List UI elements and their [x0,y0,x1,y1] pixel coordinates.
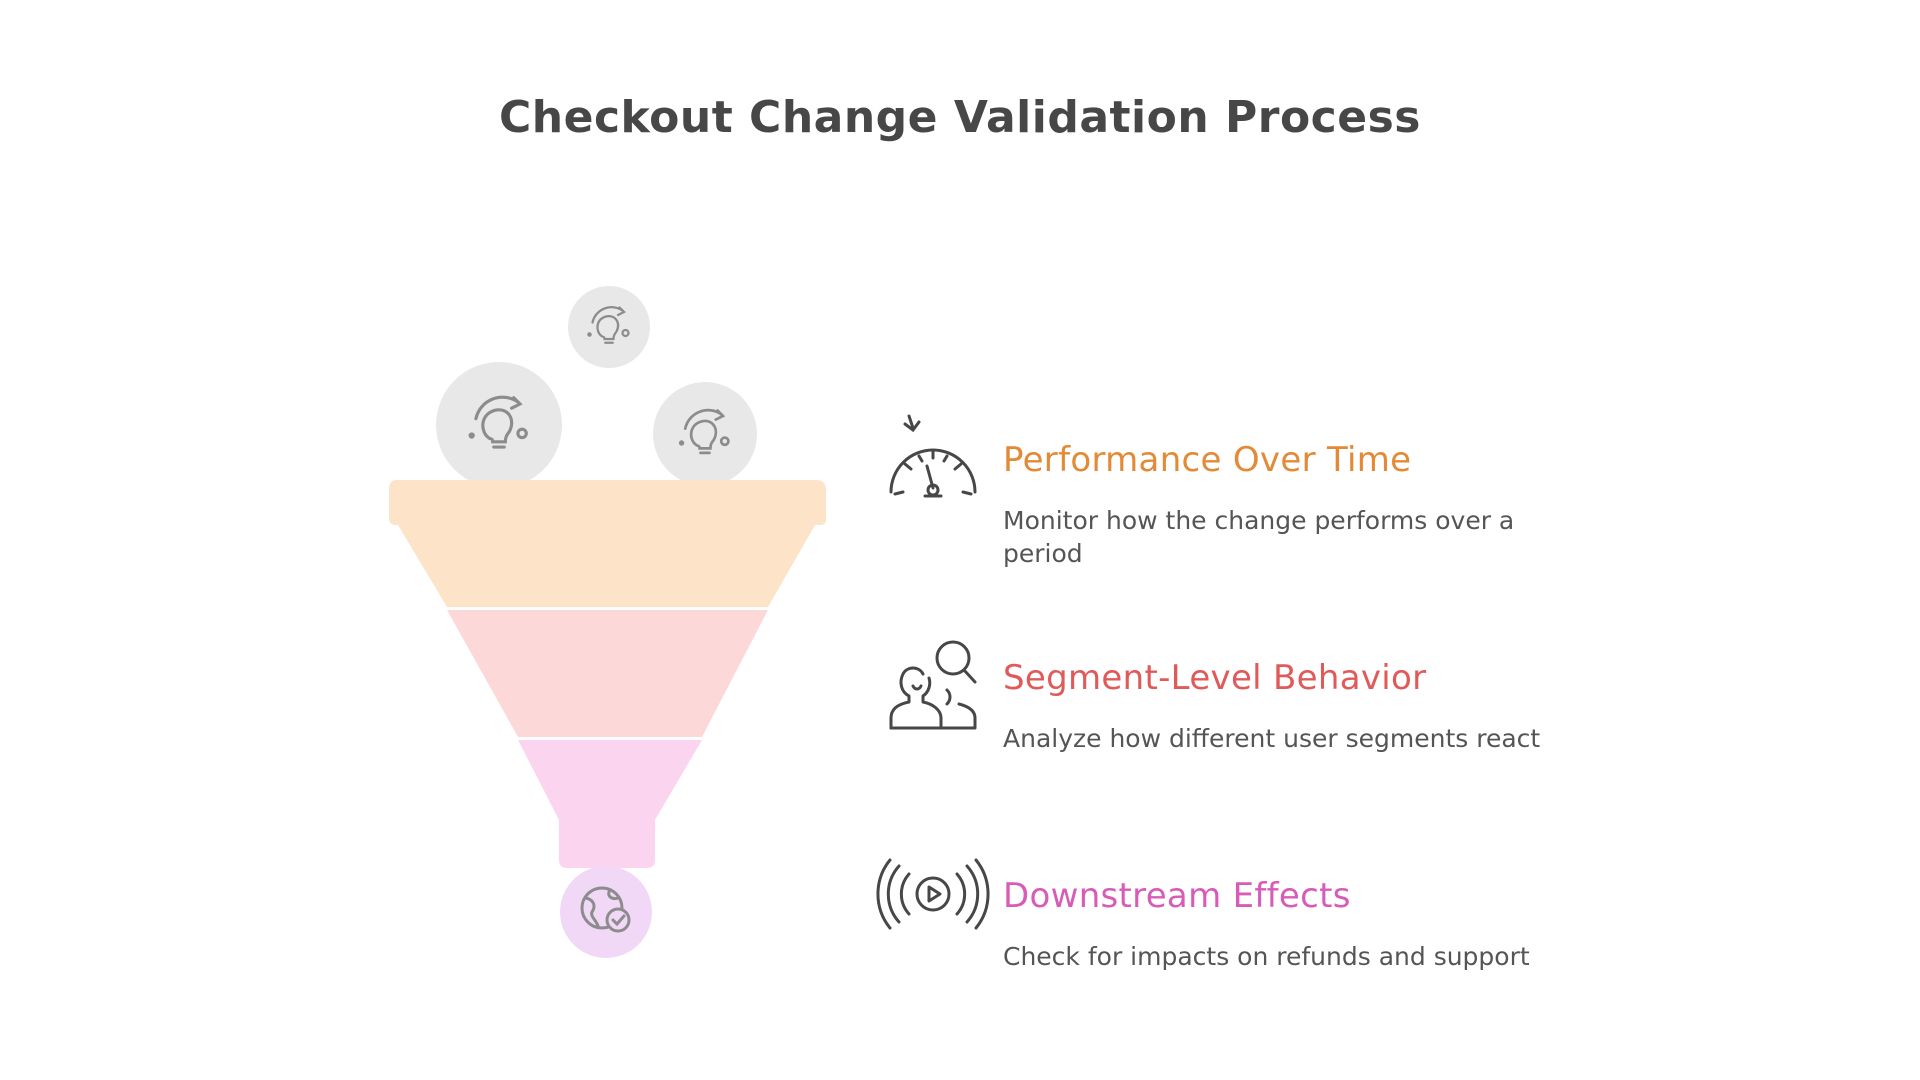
funnel-section-middle [447,610,768,737]
input-bubble-small [568,286,650,368]
step-title-downstream: Downstream Effects [1003,876,1351,916]
step-desc-segment: Analyze how different user segments reac… [1003,724,1541,753]
input-bubble-medium [653,382,757,486]
user-search-icon [889,640,977,730]
lightbulb-idea-icon [678,408,730,455]
funnel-rim [389,480,826,525]
input-bubble-large [436,362,562,488]
step-title-segment: Segment-Level Behavior [1003,658,1427,698]
step-desc-downstream: Check for impacts on refunds and support [1003,942,1530,971]
step-desc-performance: Monitor how the change performs over a p… [1003,506,1515,568]
funnel-outlet [560,866,652,958]
page-title: Checkout Change Validation Process [499,92,1421,143]
funnel [389,480,826,868]
lightbulb-idea-icon [468,395,528,449]
step-title-performance: Performance Over Time [1003,440,1412,480]
lightbulb-idea-icon [587,306,630,344]
funnel-section-top [395,520,818,607]
funnel-section-bottom [518,740,702,868]
globe-check-icon [580,886,631,933]
broadcast-play-icon [876,858,990,930]
speedometer-icon [889,414,977,498]
